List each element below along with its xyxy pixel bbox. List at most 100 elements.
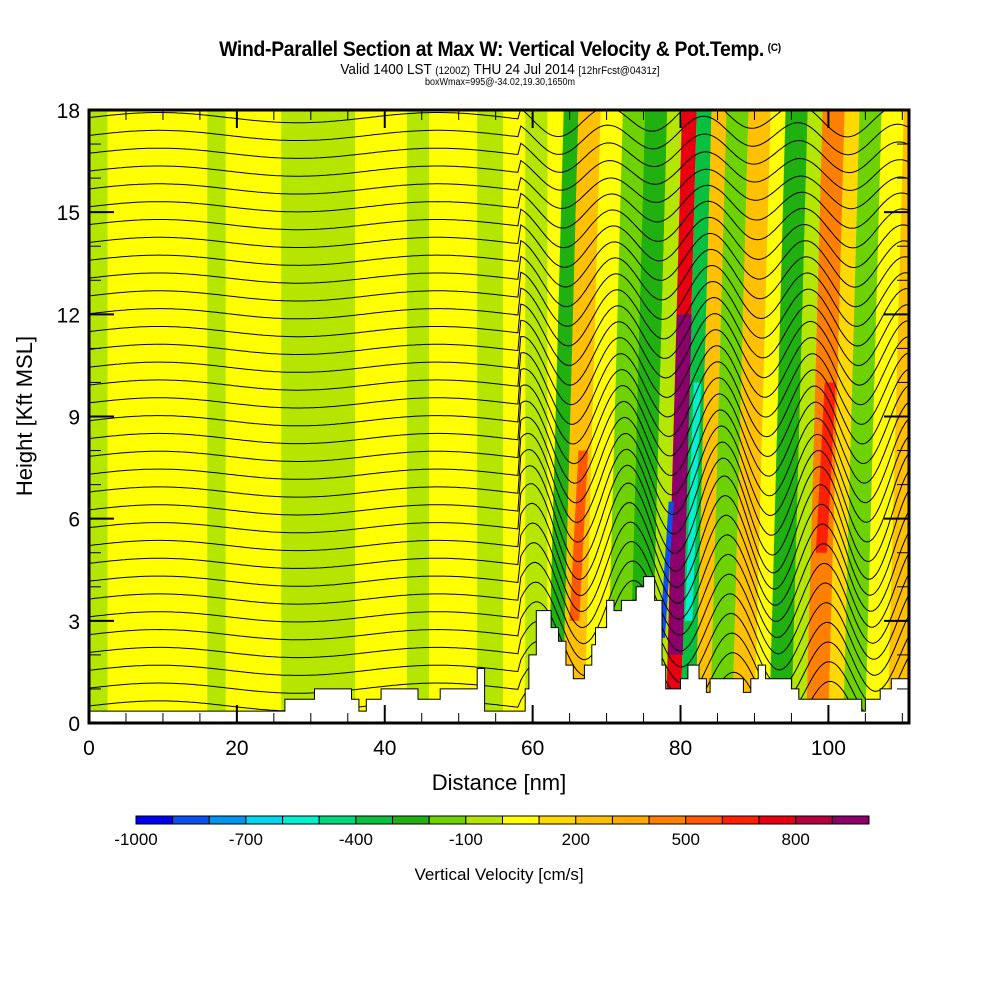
colorbar-swatch — [648, 815, 687, 825]
colorbar-swatch — [831, 815, 870, 825]
w-band — [628, 110, 668, 723]
theta-contour — [89, 534, 909, 629]
theta-contour — [89, 475, 909, 581]
axis-ticks — [88, 109, 909, 724]
theta-contour — [89, 409, 909, 504]
theta-contour — [89, 133, 909, 174]
forecast-info: [12hrFcst@0431z] — [578, 65, 660, 77]
valid-time: Valid 1400 LST — [340, 61, 432, 78]
valid-date: THU 24 Jul 2014 — [473, 61, 575, 78]
vertical-velocity-field — [89, 110, 909, 723]
w-band — [281, 110, 356, 723]
colorbar-tick-labels: -1000 -700 -400 -100 200 500 800 — [114, 830, 810, 849]
colorbar-swatch — [575, 815, 613, 825]
y-tick-label: 0 — [68, 713, 80, 736]
chart-title: Wind-Parallel Section at Max W: Vertical… — [40, 38, 960, 62]
w-band — [828, 110, 860, 723]
w-band — [791, 110, 823, 723]
colorbar-tick-label: -1000 — [114, 830, 157, 849]
theta-contour — [89, 313, 909, 386]
x-tick-labels: 0 20 40 60 80 100 — [83, 737, 846, 760]
w-core — [569, 450, 589, 621]
x-tick-label: 60 — [521, 737, 544, 760]
theta-contour — [89, 514, 909, 612]
colorbar-swatch — [135, 815, 174, 825]
x-tick-label: 100 — [811, 737, 846, 760]
y-axis-title: Height [Kft MSL] — [12, 336, 37, 496]
colorbar-swatch — [795, 815, 833, 825]
pot-temp-contours — [89, 110, 909, 723]
colorbar-swatch — [208, 815, 247, 825]
theta-contour — [89, 115, 909, 156]
theta-contour — [89, 393, 909, 484]
colorbar-swatch — [685, 815, 723, 825]
theta-contour — [89, 216, 909, 269]
box-wmax-info: boxWmax=995@-34.02,19.30,1650m — [425, 77, 575, 88]
theta-contour — [89, 593, 909, 677]
theta-contour — [89, 494, 909, 597]
theta-contour — [89, 671, 909, 723]
colorbar-swatch — [428, 815, 467, 825]
theta-contour — [89, 151, 909, 191]
colorbar-swatch — [502, 815, 540, 825]
colorbar — [135, 815, 870, 825]
colorbar-tick-label: -700 — [229, 830, 263, 849]
colorbar-swatch — [172, 815, 210, 825]
colorbar-tick-label: -100 — [449, 830, 483, 849]
theta-contour — [89, 377, 909, 465]
theta-contour — [89, 457, 909, 563]
w-band — [503, 110, 526, 723]
x-tick-label: 0 — [83, 737, 95, 760]
theta-contour — [89, 441, 909, 543]
colorbar-swatch — [355, 815, 394, 825]
w-band — [584, 110, 623, 723]
y-tick-label: 18 — [57, 100, 80, 123]
colorbar-swatch — [318, 815, 357, 825]
w-band — [695, 110, 727, 723]
w-band — [107, 110, 208, 723]
colorbar-swatch — [721, 815, 760, 825]
theta-contour — [89, 200, 909, 249]
w-band — [525, 110, 548, 723]
x-tick-label: 40 — [373, 737, 396, 760]
theta-contour — [89, 110, 909, 138]
theta-contour — [89, 425, 909, 524]
theta-contour — [89, 232, 909, 288]
theta-contour — [89, 345, 909, 425]
colorbar-swatch — [538, 815, 577, 825]
valid-utc: (1200Z) — [435, 65, 470, 77]
colorbar-title: Vertical Velocity [cm/s] — [414, 865, 583, 884]
theta-contour — [89, 296, 909, 367]
colorbar-tick-label: 200 — [562, 830, 590, 849]
y-tick-label: 12 — [57, 304, 80, 327]
colorbar-swatch — [245, 815, 284, 825]
theta-contour — [89, 248, 909, 308]
theta-contour — [89, 184, 909, 229]
w-band — [225, 110, 282, 723]
terrain-profile — [89, 576, 909, 723]
w-band — [547, 110, 579, 723]
w-band — [429, 110, 478, 723]
y-tick-label: 3 — [68, 611, 80, 634]
colorbar-tick-label: -400 — [339, 830, 373, 849]
colorbar-swatch — [465, 815, 504, 825]
y-tick-labels: 0 3 6 9 12 15 18 — [57, 100, 80, 736]
theta-contour — [89, 168, 909, 210]
w-band — [606, 110, 646, 723]
x-tick-label: 80 — [669, 737, 692, 760]
colorbar-swatch — [282, 815, 320, 825]
x-tick-label: 20 — [225, 737, 248, 760]
chart-subtitle: Valid 1400 LST (1200Z) THU 24 Jul 2014 [… — [50, 61, 950, 78]
colorbar-swatch — [611, 815, 650, 825]
colorbar-swatch — [758, 815, 797, 825]
w-core — [815, 382, 836, 553]
theta-contour — [89, 264, 909, 327]
colorbar-tick-label: 500 — [672, 830, 700, 849]
w-core — [667, 314, 692, 655]
w-band — [754, 110, 786, 723]
title-text: Wind-Parallel Section at Max W: Vertical… — [219, 38, 764, 61]
y-tick-label: 6 — [68, 509, 80, 532]
w-core — [659, 501, 674, 638]
copyright-mark: (C) — [767, 42, 782, 54]
